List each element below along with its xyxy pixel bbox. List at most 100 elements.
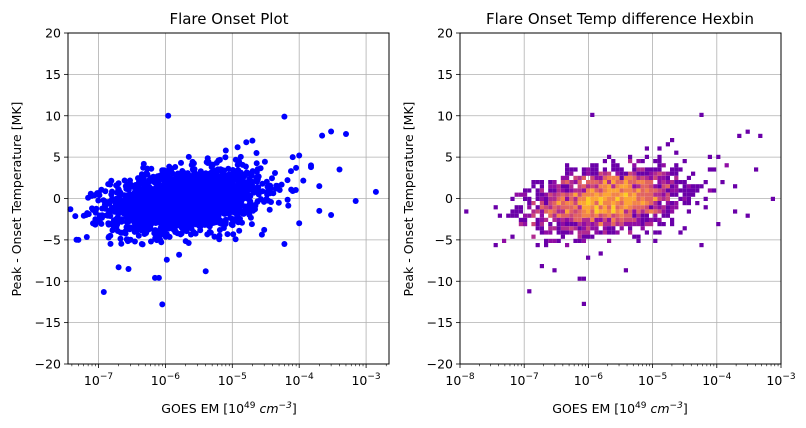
hexbin-cell [670, 201, 675, 206]
hexbin-cell [628, 213, 633, 218]
hexbin-cell [686, 188, 691, 193]
hexbin-cell [615, 188, 620, 193]
hexbin-cell [590, 234, 595, 239]
hexbin-cell [523, 196, 528, 201]
scatter-point [132, 182, 139, 188]
hexbin-cell [661, 175, 666, 180]
hexbin-cell [657, 184, 662, 189]
scatter-point [153, 237, 160, 244]
hexbin-cell [560, 188, 565, 193]
scatter-ylabel: Peak - Onset Temperature [MK] [9, 102, 24, 297]
hexbin-cell [560, 180, 565, 185]
scatter-point [112, 199, 119, 206]
hexbin-cell [577, 222, 582, 227]
scatter-point [198, 186, 205, 193]
hexbin-cell [598, 201, 603, 206]
hexbin-cell [594, 175, 599, 180]
scatter-point [343, 131, 349, 137]
scatter-point [267, 182, 274, 189]
scatter-point [239, 161, 246, 168]
hexbin-cell [632, 184, 637, 189]
scatter-point [193, 197, 200, 204]
hexbin-cell [674, 205, 679, 210]
hexbin-cell [590, 192, 595, 197]
scatter-point [192, 188, 199, 195]
scatter-point [92, 221, 99, 228]
hexbin-cell [607, 238, 612, 243]
hexbin-cell [632, 196, 637, 201]
hexbin-cell [535, 192, 540, 197]
hexbin-cell [573, 205, 578, 210]
hexbin-cell [602, 167, 607, 172]
scatter-point [328, 128, 335, 135]
hexbin-cell [632, 180, 637, 185]
hexbin-cell [556, 201, 561, 206]
hexbin-cell [539, 226, 544, 231]
hexbin-cell [653, 159, 658, 164]
scatter-point [170, 226, 177, 233]
hexbin-cell [657, 188, 662, 193]
hexbin-cell [640, 175, 645, 180]
hexbin-cell [653, 171, 658, 176]
scatter-point [155, 274, 162, 281]
hexbin-cell [607, 213, 612, 218]
scatter-point [269, 175, 275, 182]
scatter-point [138, 195, 145, 202]
hexbin-cell [615, 205, 620, 210]
hexbin-cell [523, 217, 528, 222]
scatter-point [207, 177, 214, 184]
scatter-point [275, 199, 282, 206]
scatter-point [199, 204, 206, 211]
hexbin-cell [556, 217, 561, 222]
hexbin-cell [560, 234, 565, 239]
scatter-point [181, 172, 187, 179]
hexbin-cell [586, 255, 591, 260]
scatter-point [276, 187, 283, 193]
hexbin-cell [594, 192, 599, 197]
hexbin-cell [598, 192, 603, 197]
hexbin-cell [544, 209, 549, 214]
hexbin-cell [552, 238, 557, 243]
hexbin-cell [594, 222, 599, 227]
scatter-point [107, 198, 114, 205]
hexbin-cell [611, 167, 616, 172]
hexbin-cell [598, 222, 603, 227]
hexbin-cell [581, 217, 586, 222]
hexbin-cell [523, 188, 528, 193]
hexbin-cell [565, 167, 570, 172]
scatter-point [216, 173, 223, 180]
scatter-point [212, 202, 219, 209]
hexbin-cell [581, 184, 586, 189]
hexbin-cell [758, 133, 763, 138]
hexbin-cell [632, 167, 637, 172]
hexbin-cell [518, 217, 523, 222]
hexbin-cell [628, 171, 633, 176]
scatter-point [96, 192, 103, 199]
hexbin-cell [640, 167, 645, 172]
hexbin-cell [691, 188, 696, 193]
hexbin-cell [552, 226, 557, 231]
hexbin-cell [602, 230, 607, 235]
hexbin-cell [644, 205, 649, 210]
scatter-point [176, 251, 183, 258]
hexbin-cell [497, 213, 502, 218]
hexbin-cell [686, 201, 691, 206]
scatter-point [205, 171, 212, 178]
scatter-point [167, 220, 174, 227]
hexbin-cell [598, 213, 603, 218]
hexbin-cell [560, 230, 565, 235]
hexbin-cell [649, 196, 654, 201]
hexbin-cell [628, 184, 633, 189]
hexbin-cell [539, 264, 544, 269]
hexbin-cell [535, 222, 540, 227]
hexbin-cell [632, 192, 637, 197]
y-tick-label: −10 [427, 274, 453, 289]
hexbin-cell [590, 226, 595, 231]
hexbin-cell [619, 184, 624, 189]
scatter-point [236, 227, 243, 234]
hexbin-cell [518, 192, 523, 197]
hexbin-cell [548, 180, 553, 185]
hexbin-cell [632, 213, 637, 218]
y-tick-label: −5 [435, 232, 453, 247]
hexbin-cell [598, 180, 603, 185]
